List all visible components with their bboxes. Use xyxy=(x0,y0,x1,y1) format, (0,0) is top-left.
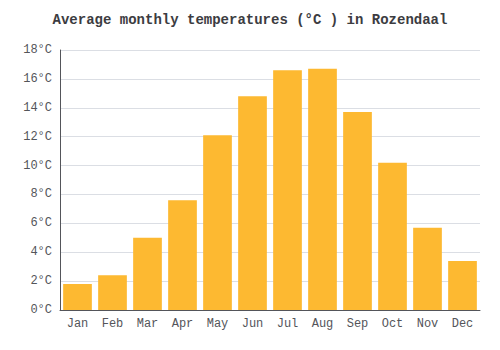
svg-text:14°C: 14°C xyxy=(23,101,52,115)
svg-text:0°C: 0°C xyxy=(30,303,52,317)
svg-text:4°C: 4°C xyxy=(30,245,52,259)
svg-text:Dec: Dec xyxy=(452,317,474,331)
svg-text:16°C: 16°C xyxy=(23,72,52,86)
svg-text:Average monthly temperatures (: Average monthly temperatures (°C ) in Ro… xyxy=(53,12,448,28)
svg-text:6°C: 6°C xyxy=(30,216,52,230)
svg-text:Nov: Nov xyxy=(417,317,439,331)
svg-text:Mar: Mar xyxy=(137,317,159,331)
svg-text:Aug: Aug xyxy=(312,317,334,331)
svg-text:10°C: 10°C xyxy=(23,159,52,173)
svg-text:18°C: 18°C xyxy=(23,43,52,57)
svg-text:12°C: 12°C xyxy=(23,130,52,144)
svg-text:8°C: 8°C xyxy=(30,187,52,201)
svg-text:May: May xyxy=(207,317,229,331)
svg-text:Jul: Jul xyxy=(277,317,299,331)
svg-text:Jun: Jun xyxy=(242,317,264,331)
svg-text:Sep: Sep xyxy=(347,317,369,331)
svg-text:Apr: Apr xyxy=(172,317,194,331)
svg-text:Oct: Oct xyxy=(382,317,404,331)
svg-text:Jan: Jan xyxy=(67,317,89,331)
svg-text:Feb: Feb xyxy=(102,317,124,331)
svg-text:2°C: 2°C xyxy=(30,274,52,288)
